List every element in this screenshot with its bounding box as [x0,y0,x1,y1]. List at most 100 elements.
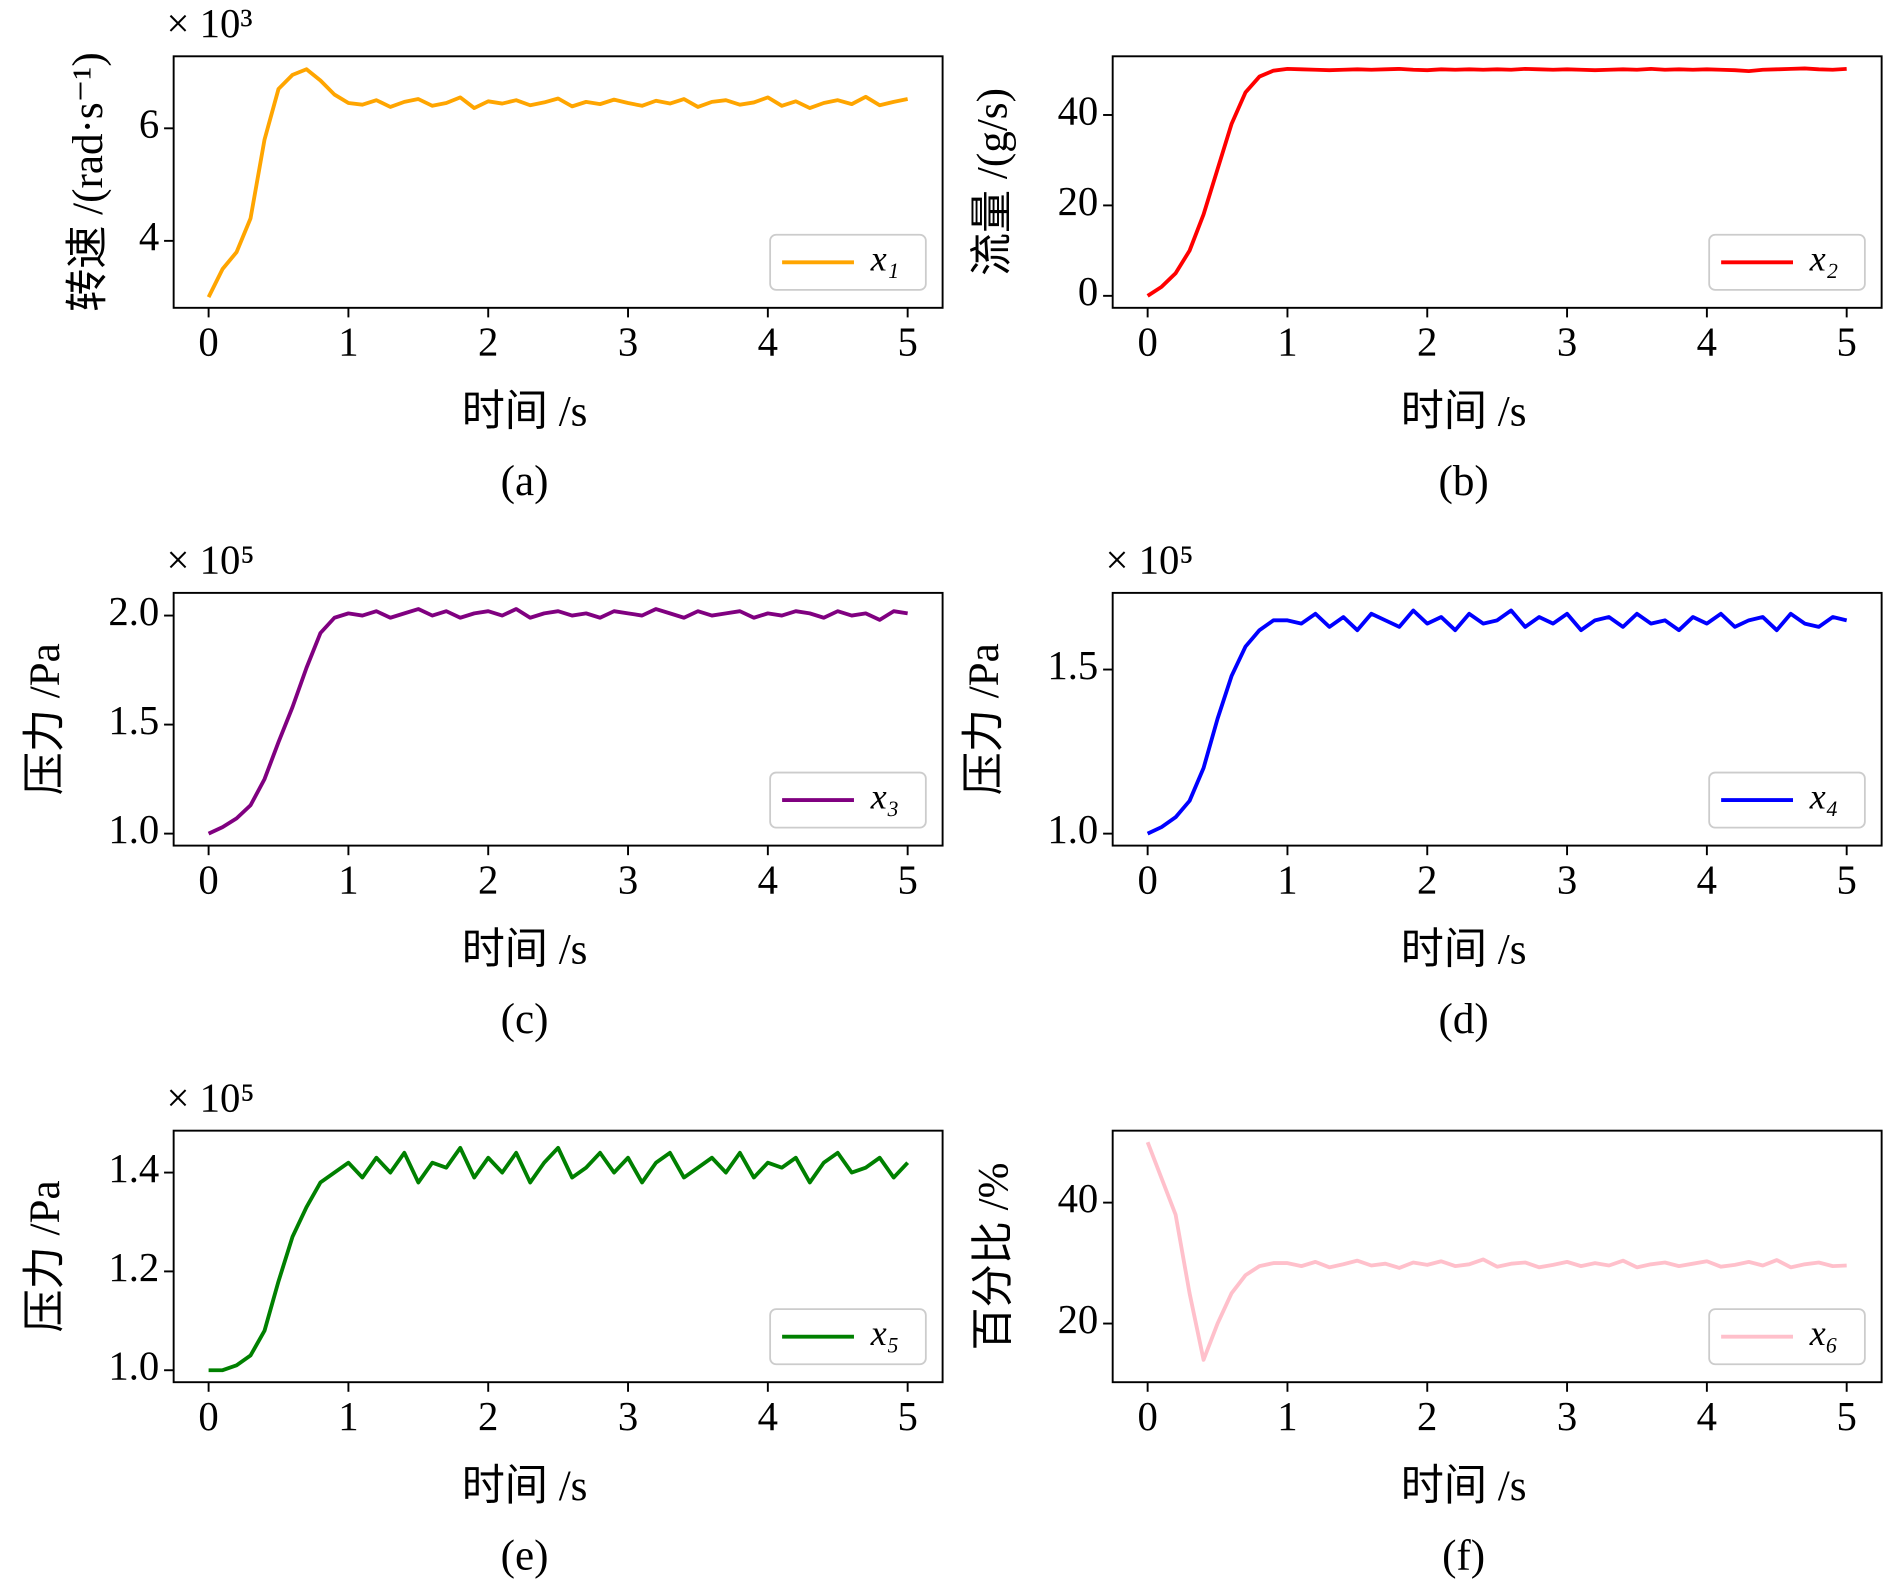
data-line [206,67,909,298]
panel: 0 1 2 3 4 5 1.0 1.2 1.4× 10⁵ 时间 /s (e) 压力 /Pa x₅ [22,1075,944,1579]
x-tick-label: 4 [758,319,778,364]
caption: (b) [1438,458,1488,505]
y-tick-label: 40 [1058,88,1099,133]
legend: x₆ [1708,1308,1866,1366]
x-tick-label: 3 [618,319,638,364]
y-tick-label: 1.2 [108,1245,159,1290]
legend: x₂ [1708,233,1866,291]
caption: (c) [501,996,549,1043]
legend-label: x₄ [1809,776,1838,816]
x-axis-label: 时间 /s [1401,1463,1527,1510]
y-tick-label: 1.0 [108,1344,159,1389]
x-tick-label: 0 [198,857,218,902]
y-axis-label: 百分比 /% [971,1162,1018,1350]
x-tick-label: 5 [1837,857,1857,902]
caption: (e) [501,1532,549,1579]
x-tick-label: 2 [478,1394,498,1439]
y-tick-label: 1.5 [1047,643,1098,688]
x-tick-label: 0 [1137,857,1157,902]
y-axis-label: 压力 /Pa [22,1180,69,1332]
axes-frame [1111,1129,1883,1384]
y-tick-label: 2.0 [108,589,159,634]
legend: x₃ [769,771,927,829]
offset-text: × 10³ [166,1,252,46]
data-line [208,1145,910,1373]
legend-label: x₆ [1809,1313,1838,1353]
panel: 0 1 2 3 4 5 0 20 40 时间 /s (b) 流量 /(g/s) x₂ [969,55,1883,505]
x-tick-label: 4 [1697,319,1717,364]
offset-text: × 10⁵ [166,1075,254,1120]
x-tick-label: 4 [1697,1394,1717,1439]
y-axis-label: 转速 /(rad·s⁻¹) [65,52,112,312]
x-tick-label: 5 [1837,319,1857,364]
x-tick-label: 5 [897,1394,917,1439]
y-axis-label: 流量 /(g/s) [969,88,1016,276]
y-tick-label: 1.0 [108,807,159,852]
panel: 0 1 2 3 4 5 1.0 1.5 2.0× 10⁵ 时间 /s (c) 压力 /Pa x₃ [22,537,944,1043]
x-tick-label: 1 [338,319,358,364]
y-tick-label: 4 [139,214,159,259]
legend-label: x₁ [870,239,899,279]
x-axis-label: 时间 /s [462,926,588,973]
y-tick-label: 1.5 [108,698,159,743]
legend: x₅ [769,1308,927,1366]
caption: (d) [1438,996,1488,1043]
x-axis-label: 时间 /s [1401,389,1527,436]
x-tick-label: 0 [198,319,218,364]
y-tick-label: 1.4 [108,1146,159,1191]
caption: (f) [1442,1532,1485,1579]
x-tick-label: 0 [1137,1394,1157,1439]
y-axis-label: 压力 /Pa [961,643,1008,795]
y-axis-label: 压力 /Pa [22,643,69,795]
panel: 0 1 2 3 4 5 1.0 1.5 × 10⁵ 时间 /s (d) 压力 /Pa x₄ [961,537,1883,1043]
axes-frame [172,591,944,847]
y-tick-label: 40 [1058,1176,1099,1221]
x-tick-label: 2 [478,319,498,364]
caption: (a) [501,458,549,505]
panel: 0 1 2 3 4 5 20 40 时间 /s (f) 百分比 /% x₆ [971,1129,1883,1579]
x-axis-label: 时间 /s [462,1463,588,1510]
x-tick-label: 3 [618,1394,638,1439]
legend-label: x₂ [1809,239,1838,279]
legend: x₄ [1708,771,1866,829]
data-line [1146,66,1847,298]
axes-frame [1111,591,1883,847]
x-tick-label: 4 [1697,857,1717,902]
x-tick-label: 2 [1417,857,1437,902]
x-tick-label: 1 [1277,1394,1297,1439]
x-axis-label: 时间 /s [462,389,588,436]
offset-text: × 10⁵ [166,537,254,582]
x-tick-label: 2 [1417,319,1437,364]
x-tick-label: 4 [758,1394,778,1439]
x-tick-label: 3 [1557,1394,1577,1439]
x-tick-label: 1 [338,1394,358,1439]
x-tick-label: 1 [1277,857,1297,902]
x-tick-label: 4 [758,857,778,902]
x-tick-label: 5 [1837,1394,1857,1439]
y-tick-label: 20 [1058,1297,1099,1342]
data-line [1145,1141,1847,1362]
x-tick-label: 2 [478,857,498,902]
data-line [1146,608,1848,836]
y-tick-label: 1.0 [1047,807,1098,852]
x-tick-label: 1 [1277,319,1297,364]
x-tick-label: 3 [1557,857,1577,902]
panel: 0 1 2 3 4 5 4 6 × 10³ 时间 /s (a) 转速 /(rad·s⁻¹) x₁ [65,1,944,505]
x-tick-label: 3 [1557,319,1577,364]
x-tick-label: 0 [1137,319,1157,364]
y-tick-label: 6 [139,102,159,147]
x-tick-label: 1 [338,857,358,902]
x-axis-label: 时间 /s [1401,926,1527,973]
x-tick-label: 2 [1417,1394,1437,1439]
axes-frame [1111,55,1883,309]
x-tick-label: 5 [897,857,917,902]
x-tick-label: 3 [618,857,638,902]
y-tick-label: 20 [1058,179,1099,224]
x-tick-label: 0 [198,1394,218,1439]
data-line [207,607,908,836]
legend-label: x₃ [870,776,899,816]
offset-text: × 10⁵ [1105,537,1193,582]
x-tick-label: 5 [897,319,917,364]
